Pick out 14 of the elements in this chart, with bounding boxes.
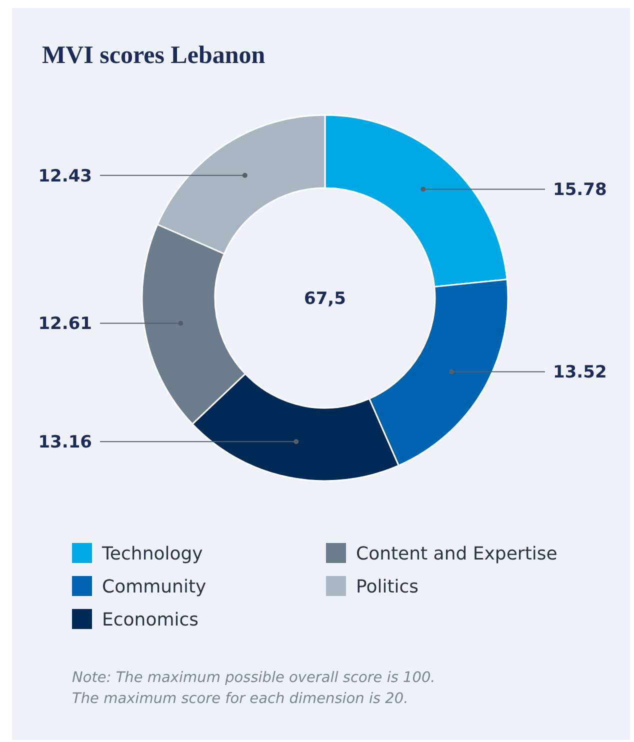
legend-label: Technology <box>101 543 204 564</box>
data-label: 13.52 <box>553 362 607 383</box>
data-label: 13.16 <box>38 432 92 453</box>
data-label: 12.61 <box>38 314 92 334</box>
text: Note: The maximum possible overall score is 100. <box>72 670 436 686</box>
chart-title: MVI scores Lebanon <box>42 42 266 69</box>
data-label: 15.78 <box>553 180 607 200</box>
text: 67,5 <box>304 288 346 309</box>
legend-label: Economics <box>102 609 199 630</box>
legend-label: Community <box>102 576 207 598</box>
legend-label: Politics <box>356 576 419 598</box>
data-label: 12.43 <box>38 166 92 186</box>
legend-label: Content and Expertise <box>356 543 558 564</box>
text: The maximum score for each dimension is 20. <box>72 691 408 707</box>
